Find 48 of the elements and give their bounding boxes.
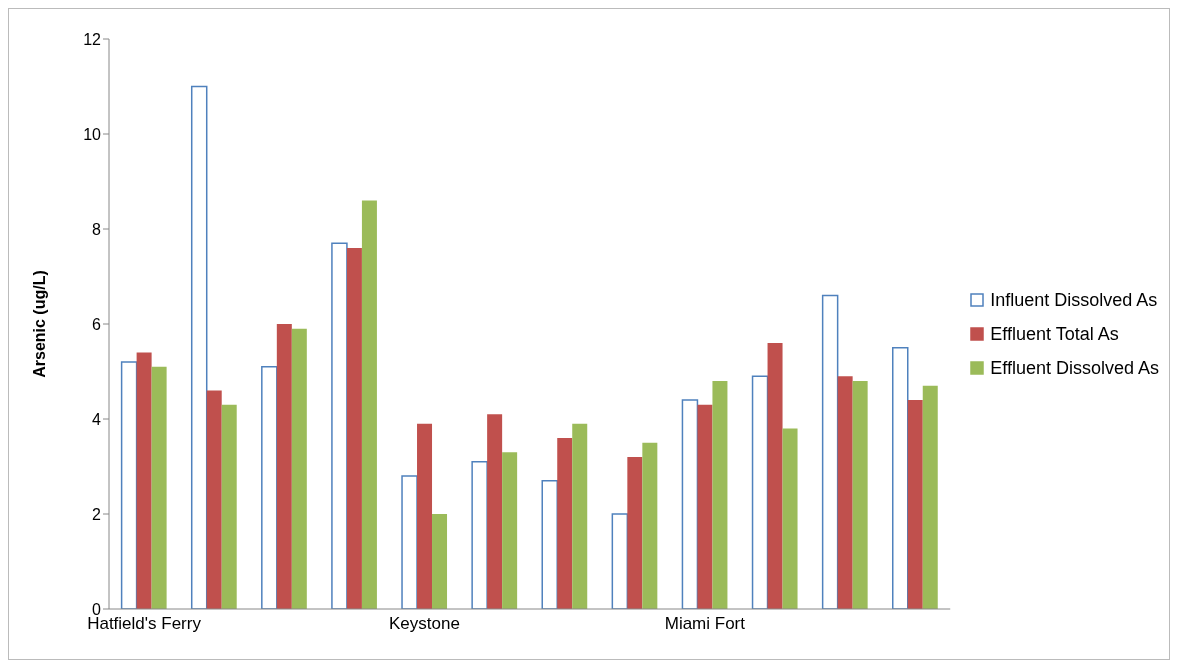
bar <box>837 376 853 609</box>
legend-label: Effluent Total As <box>990 323 1119 346</box>
bar <box>261 366 278 609</box>
bar <box>751 375 769 609</box>
bar <box>572 423 588 609</box>
y-tick-label: 8 <box>92 220 102 238</box>
bar <box>417 423 433 609</box>
bar <box>346 248 362 609</box>
bar <box>611 513 629 609</box>
bar <box>681 399 699 609</box>
bar <box>432 514 448 609</box>
y-tick-label: 2 <box>92 505 102 523</box>
bar <box>190 85 208 609</box>
y-axis-title: Arsenic (ug/L) <box>30 270 48 378</box>
bar <box>401 475 418 609</box>
y-tick-label: 4 <box>92 410 102 428</box>
bar <box>922 385 938 609</box>
bar <box>712 381 728 609</box>
bar <box>206 390 222 609</box>
bar <box>291 328 307 609</box>
bar <box>471 461 488 609</box>
y-tick-label: 6 <box>92 315 102 333</box>
legend-label: Influent Dissolved As <box>990 289 1158 312</box>
bar <box>892 347 909 609</box>
bar <box>276 324 292 609</box>
y-tick-label: 10 <box>83 125 102 143</box>
bar <box>642 442 658 609</box>
bar <box>136 352 152 609</box>
bar <box>502 452 518 609</box>
bar <box>821 294 839 609</box>
y-tick-label: 12 <box>83 30 102 48</box>
bar <box>852 381 868 609</box>
bar <box>782 428 798 609</box>
bar <box>767 343 783 609</box>
bar <box>487 414 503 609</box>
legend-label: Effluent Dissolved As <box>990 357 1159 380</box>
bar <box>361 200 377 609</box>
x-tick-label: Keystone <box>389 614 460 634</box>
x-tick-label: Miami Fort <box>664 614 746 634</box>
bar <box>697 404 713 609</box>
bar <box>120 361 138 609</box>
bar <box>557 438 573 609</box>
bar <box>331 242 348 609</box>
bar <box>221 404 237 609</box>
bar <box>627 457 643 609</box>
bar <box>151 366 167 609</box>
bar <box>541 480 558 609</box>
bar <box>907 400 923 609</box>
